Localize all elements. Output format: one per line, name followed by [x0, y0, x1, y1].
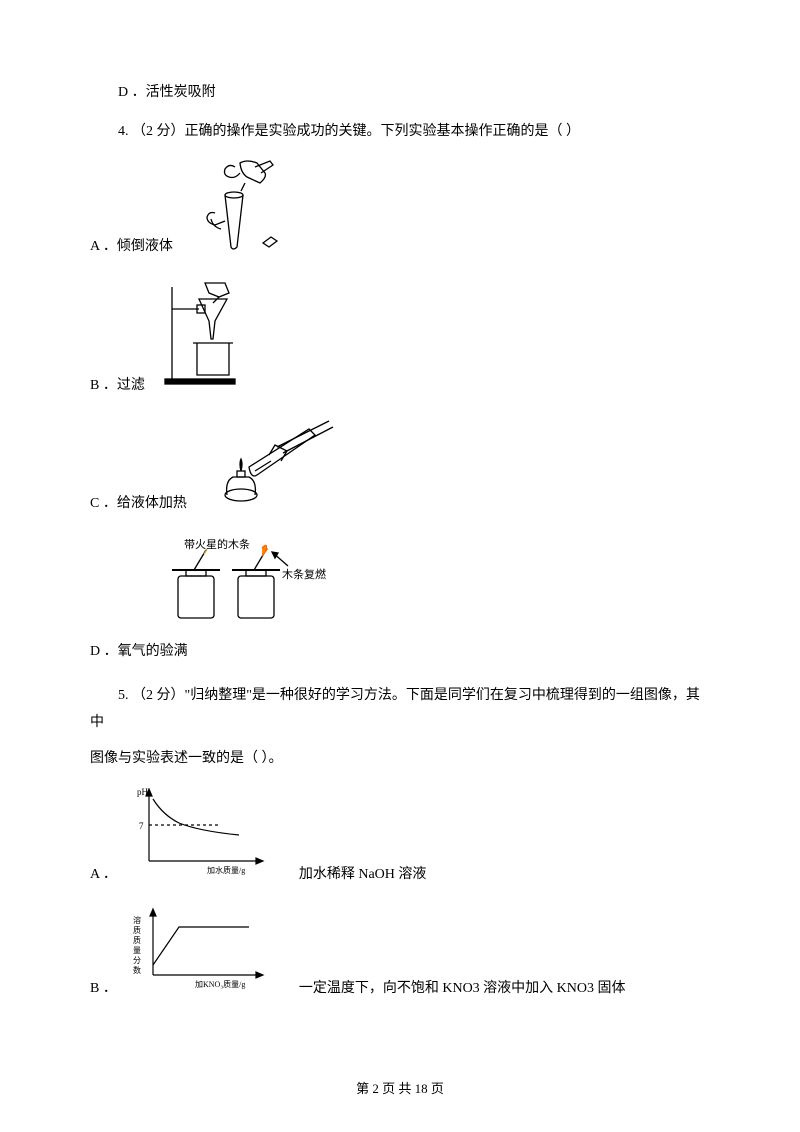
q3-option-d: D ．活性炭吸附	[90, 80, 710, 107]
q4-d-text2-svg: 木条复燃	[282, 567, 326, 581]
q4-d-text1-svg: 带火星的木条	[184, 537, 250, 551]
q4-b-label: B ．过滤	[90, 373, 145, 400]
q4-d-label: D ．氧气的验满	[90, 644, 188, 659]
q5-stem1-text: 5. （2 分）"归纳整理"是一种很好的学习方法。下面是同学们在复习中梳理得到的…	[90, 688, 700, 730]
q5-option-a: A ． pH 7 加水质量/g 加水稀释 NaOH 溶液	[90, 783, 710, 889]
svg-text:溶: 溶	[133, 915, 141, 925]
svg-text:质: 质	[133, 925, 141, 935]
q5-b-text: 一定温度下，向不饱和 KNO3 溶液中加入 KNO3 固体	[299, 976, 626, 1003]
svg-text:加水质量/g: 加水质量/g	[207, 865, 245, 875]
q4-a-label: A ．倾倒液体	[90, 234, 173, 261]
q5-stem-line1: 5. （2 分）"归纳整理"是一种很好的学习方法。下面是同学们在复习中梳理得到的…	[90, 683, 710, 736]
q4-option-a: A ．倾倒液体	[90, 155, 710, 261]
svg-text:7: 7	[139, 821, 144, 831]
q4-a-diagram	[185, 155, 295, 261]
footer-text: 第 2 页 共 18 页	[356, 1081, 444, 1096]
q5-stem-line2: 图像与实验表述一致的是（ ）。	[90, 746, 710, 773]
q4-stem: 4. （2 分）正确的操作是实验成功的关键。下列实验基本操作正确的是（ ）	[90, 119, 710, 146]
q4-option-b: B ．过滤	[90, 279, 710, 400]
q5-option-b: B ． 溶 质 质 量 分 数 加KNO₃质量/g 一定温度下	[90, 907, 710, 1003]
q5-a-diagram: pH 7 加水质量/g	[129, 783, 279, 889]
q5-b-label: B ．	[90, 976, 117, 1003]
svg-text:质: 质	[133, 935, 141, 945]
page-footer: 第 2 页 共 18 页	[0, 1077, 800, 1102]
q4-b-diagram	[157, 279, 257, 400]
q4-c-label: C ．给液体加热	[90, 491, 187, 518]
svg-text:数: 数	[133, 965, 141, 975]
q5-a-text: 加水稀释 NaOH 溶液	[299, 862, 427, 889]
q4-d-diagram: 带火星的木条	[154, 536, 354, 637]
q5-a-label: A ．	[90, 862, 117, 889]
q3-optD-text: D ．活性炭吸附	[118, 85, 216, 100]
q4-option-d: 带火星的木条	[90, 536, 710, 665]
q4-c-diagram	[199, 417, 339, 518]
svg-text:量: 量	[133, 946, 141, 955]
q5-stem2-text: 图像与实验表述一致的是（ ）。	[90, 751, 283, 766]
q5-b-diagram: 溶 质 质 量 分 数 加KNO₃质量/g	[129, 907, 279, 1003]
svg-text:加KNO₃质量/g: 加KNO₃质量/g	[195, 979, 245, 989]
q4-stem-text: 4. （2 分）正确的操作是实验成功的关键。下列实验基本操作正确的是（ ）	[118, 124, 580, 139]
svg-text:分: 分	[133, 956, 141, 965]
svg-text:pH: pH	[137, 787, 149, 797]
q4-option-c: C ．给液体加热	[90, 417, 710, 518]
